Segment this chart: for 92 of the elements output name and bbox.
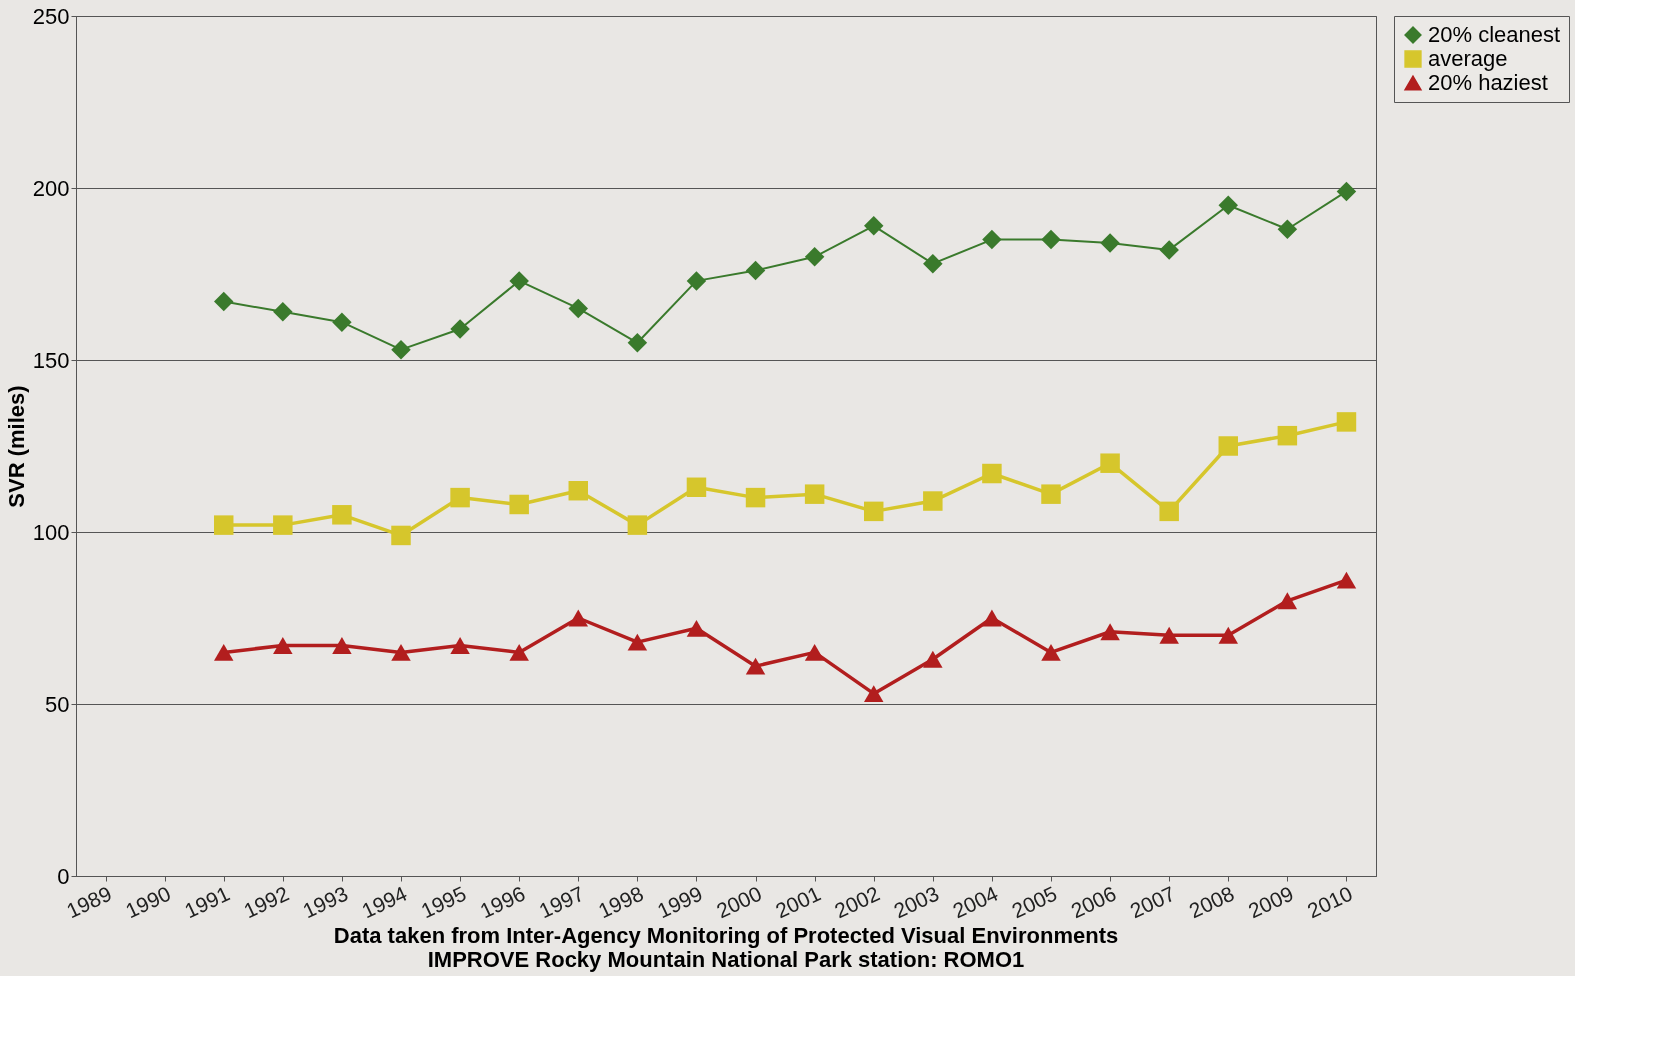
- point: [273, 302, 293, 322]
- point: [1041, 643, 1061, 661]
- point: [1336, 571, 1357, 589]
- point: [391, 525, 411, 546]
- point: [804, 247, 825, 267]
- point: [1100, 233, 1120, 253]
- x-tick-label: 2002: [831, 881, 884, 923]
- point: [686, 271, 707, 291]
- point: [1159, 501, 1179, 522]
- y-tick-label: 0: [57, 863, 70, 889]
- point: [213, 291, 234, 312]
- point: [627, 515, 648, 535]
- x-tick-label: 2010: [1303, 881, 1356, 923]
- point: [450, 637, 470, 654]
- x-tick-label: 2005: [1008, 881, 1061, 923]
- point: [1041, 484, 1061, 504]
- x-tick-label: 2009: [1244, 881, 1297, 923]
- point: [923, 253, 943, 274]
- x-tick-label: 1999: [653, 881, 706, 923]
- point: [1277, 425, 1298, 446]
- point: [1277, 219, 1298, 240]
- point: [745, 260, 766, 281]
- point: [332, 637, 352, 654]
- point: [213, 515, 234, 535]
- point: [745, 657, 766, 675]
- point: [273, 637, 293, 654]
- x-tick-label: 1996: [476, 881, 529, 923]
- point: [982, 609, 1002, 627]
- x-tick-label: 2001: [771, 881, 825, 923]
- point: [1159, 240, 1179, 260]
- point: [273, 515, 293, 535]
- legend-label: 20% haziest: [1428, 70, 1548, 95]
- x-tick-label: 2004: [949, 881, 1002, 923]
- point: [1100, 623, 1120, 641]
- point: [391, 643, 411, 661]
- point: [1336, 181, 1357, 202]
- point: [982, 463, 1002, 484]
- point: [213, 643, 234, 661]
- point: [1041, 229, 1061, 250]
- x-tick-label: 1991: [181, 881, 234, 923]
- point: [1336, 412, 1357, 432]
- legend-label: 20% cleanest: [1428, 22, 1561, 47]
- point: [509, 643, 529, 661]
- point: [804, 484, 825, 504]
- y-tick-label: 250: [32, 3, 70, 29]
- point: [568, 480, 589, 501]
- point: [1218, 195, 1239, 215]
- point: [923, 491, 943, 511]
- point: [332, 505, 352, 525]
- x-tick-label: 1992: [240, 881, 293, 923]
- point: [450, 487, 470, 508]
- x-tick-label: 2007: [1126, 881, 1179, 923]
- y-tick-label: 200: [32, 175, 70, 201]
- point: [745, 487, 766, 508]
- point: [391, 339, 411, 360]
- x-tick-label: 2008: [1185, 881, 1238, 923]
- point: [568, 609, 589, 627]
- point: [509, 271, 529, 291]
- x-tick-label: 2006: [1067, 881, 1120, 923]
- x-tick-label: 2003: [890, 881, 943, 923]
- x-tick-label: 1993: [299, 881, 352, 923]
- point: [923, 650, 943, 668]
- point: [804, 643, 825, 661]
- point: [1218, 626, 1239, 644]
- text: Data taken from Inter-Agency Monitoring of Protected Visual Environments: [333, 922, 1119, 948]
- point: [863, 685, 884, 703]
- point: [1218, 436, 1239, 456]
- point: [863, 216, 884, 236]
- y-axis-title: SVR (miles): [3, 385, 29, 508]
- point: [686, 619, 707, 637]
- point: [1277, 592, 1298, 610]
- x-tick-label: 1995: [417, 881, 470, 923]
- y-tick-label: 150: [32, 347, 70, 373]
- point: [568, 298, 589, 319]
- point: [450, 319, 470, 339]
- point: [332, 312, 352, 332]
- x-tick-label: 1994: [358, 881, 411, 923]
- point: [509, 494, 529, 515]
- point: [686, 477, 707, 498]
- x-tick-label: 2000: [712, 881, 765, 923]
- x-tick-label: 1997: [535, 881, 588, 923]
- x-tick-label: 1998: [594, 881, 647, 923]
- x-tick-label: 1990: [121, 881, 175, 923]
- y-tick-label: 50: [45, 691, 70, 717]
- point: [863, 501, 884, 522]
- point: [982, 229, 1002, 250]
- point: [627, 633, 648, 651]
- legend-label: average: [1428, 46, 1508, 71]
- point: [1100, 453, 1120, 473]
- y-tick-label: 100: [32, 519, 70, 545]
- point: [627, 333, 648, 353]
- point: [1159, 626, 1179, 644]
